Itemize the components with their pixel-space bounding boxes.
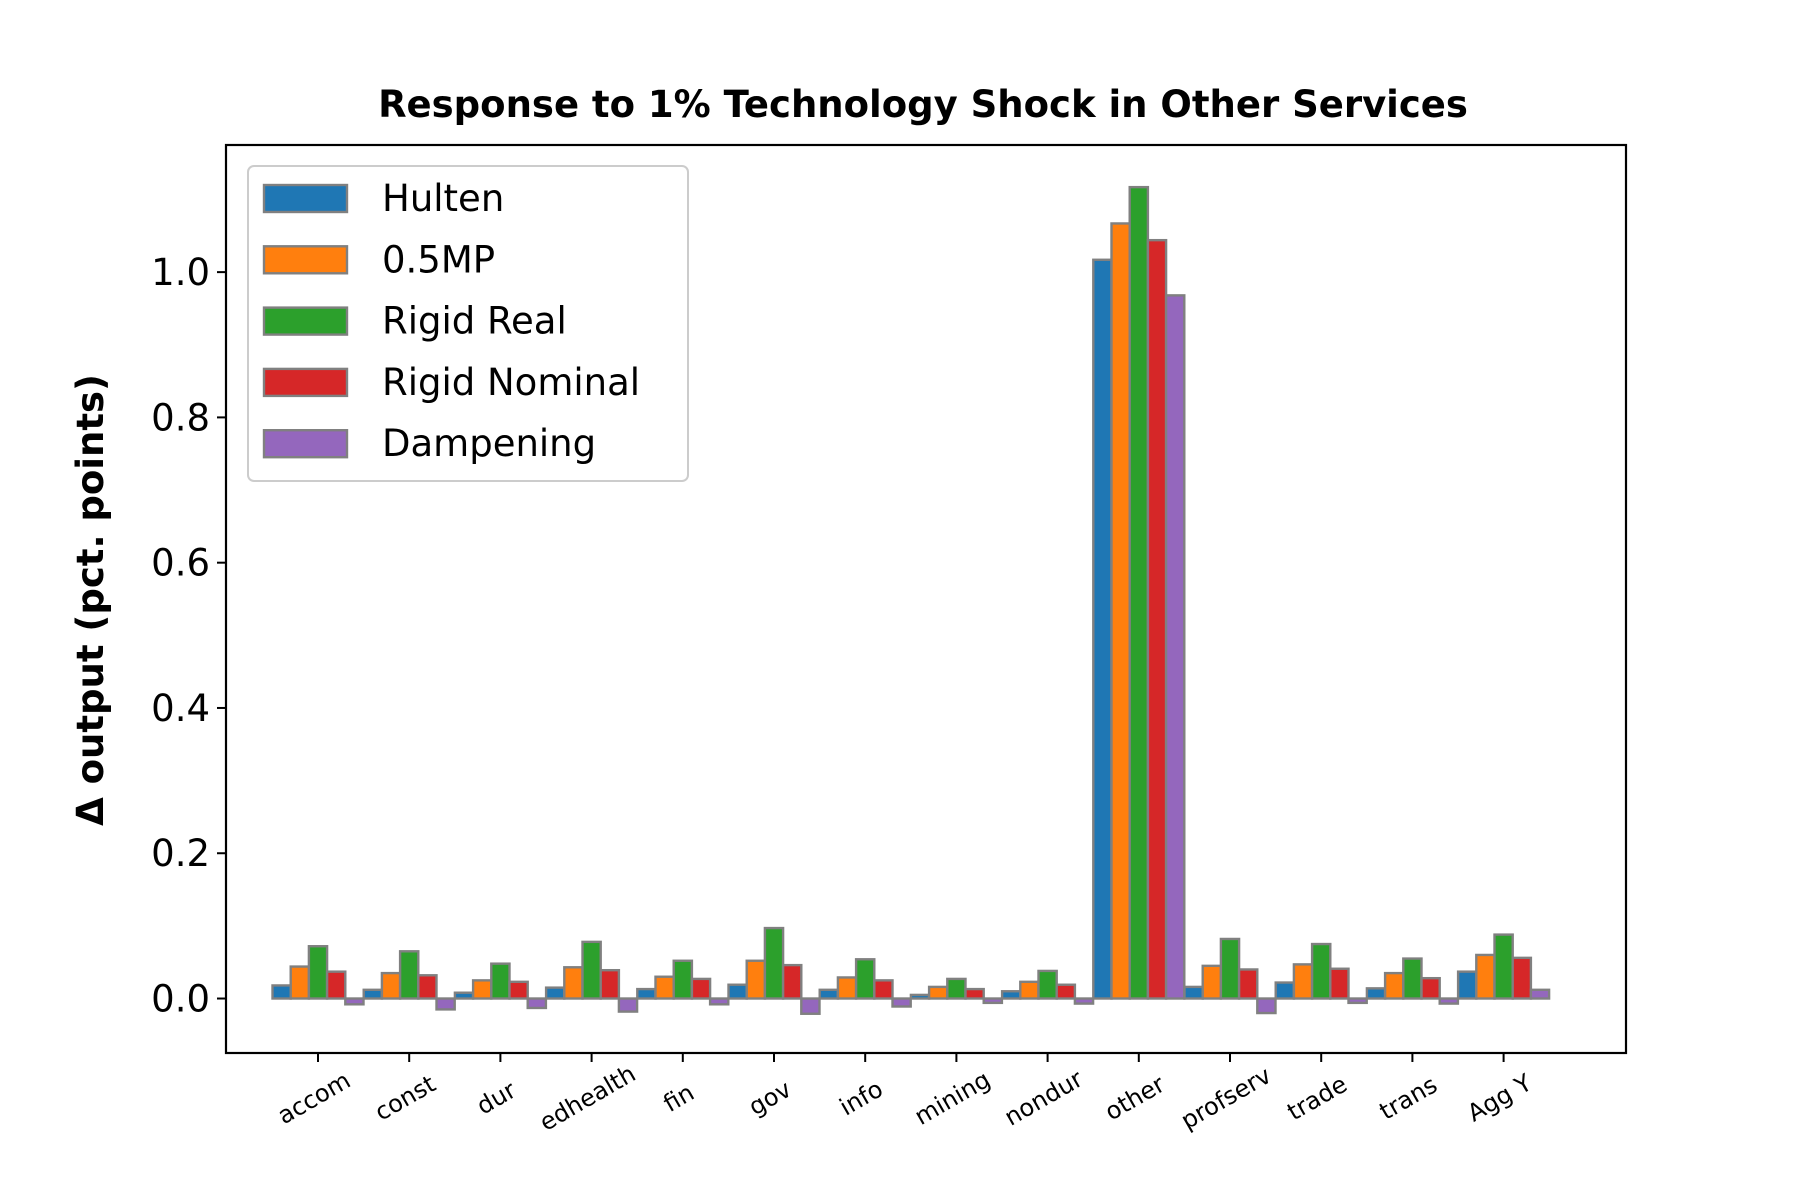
bar-0-5mp-accom (289, 965, 311, 1000)
bar-0-5mp-nondur (1019, 980, 1040, 1000)
bar-rigid-nominal-accom (325, 970, 347, 1000)
bar-rigid-real-profserv (1219, 937, 1241, 1000)
bar-rigid-nominal-agg-y (1511, 956, 1533, 1000)
bar-hulten-edhealth (544, 986, 566, 1000)
bar-hulten-fin (636, 987, 657, 1000)
bar-hulten-other (1092, 258, 1113, 1000)
bar-rigid-real-trans (1402, 957, 1423, 1000)
bar-0-5mp-mining (927, 985, 949, 1000)
bar-rigid-real-trade (1310, 942, 1332, 1000)
bar-dampening-fin (708, 997, 730, 1006)
bar-rigid-nominal-dur (508, 980, 529, 1000)
bar-0-5mp-profserv (1201, 964, 1223, 1000)
bar-rigid-real-dur (490, 962, 511, 1000)
bar-0-5mp-other (1110, 222, 1131, 1000)
bar-rigid-real-other (1128, 185, 1150, 1000)
bar-0-5mp-gov (745, 959, 767, 1000)
bar-dampening-edhealth (617, 997, 639, 1013)
bar-rigid-nominal-info (873, 979, 894, 1000)
bar-0-5mp-const (380, 971, 402, 1000)
legend-label-dampening: Dampening (382, 422, 596, 465)
bar-rigid-real-agg-y (1493, 933, 1514, 1000)
y-tick-label: 0.0 (151, 978, 210, 1021)
bar-hulten-nondur (1000, 990, 1022, 1000)
y-axis-label: Δ output (pct. points) (69, 374, 112, 826)
legend-swatch-hulten (262, 183, 349, 214)
bar-0-5mp-agg-y (1475, 953, 1496, 1000)
bar-0-5mp-fin (654, 975, 675, 1000)
bar-rigid-nominal-nondur (1055, 983, 1077, 1000)
bar-0-5mp-info (836, 976, 858, 1000)
bar-rigid-real-const (398, 950, 420, 1000)
bar-rigid-real-info (854, 958, 876, 1000)
bar-rigid-nominal-fin (690, 977, 712, 1000)
bar-rigid-real-nondur (1037, 969, 1058, 1000)
bar-rigid-real-gov (763, 926, 785, 1000)
bar-dampening-dur (526, 997, 548, 1010)
bar-0-5mp-dur (471, 979, 493, 1000)
bar-0-5mp-trade (1292, 963, 1314, 1000)
bar-rigid-nominal-gov (781, 963, 803, 1000)
bar-rigid-nominal-trade (1329, 967, 1350, 1000)
bar-rigid-nominal-const (417, 974, 438, 1000)
bar-dampening-profserv (1256, 997, 1277, 1015)
axes-frame (224, 143, 1628, 1055)
legend-box (247, 165, 689, 482)
y-tick-label: 0.2 (151, 832, 210, 875)
bar-rigid-nominal-edhealth (599, 968, 621, 1000)
legend-swatch-dampening (262, 429, 349, 459)
bar-0-5mp-trans (1383, 971, 1405, 1000)
bar-hulten-dur (453, 991, 475, 1000)
chart-title: Response to 1% Technology Shock in Other… (378, 83, 1468, 126)
bar-rigid-nominal-profserv (1237, 968, 1259, 1000)
bar-hulten-info (818, 988, 840, 1000)
bar-hulten-agg-y (1456, 970, 1478, 1000)
bar-rigid-nominal-other (1146, 238, 1168, 1000)
bar-dampening-mining (982, 997, 1004, 1005)
legend: Hulten 0.5MP Rigid Real Rigid Nominal Dampen… (247, 165, 689, 482)
bar-hulten-accom (271, 984, 292, 1000)
bar-rigid-nominal-trans (1420, 976, 1441, 1000)
bar-rigid-real-edhealth (581, 940, 602, 1000)
bar-rigid-real-accom (307, 945, 329, 1000)
bar-rigid-real-fin (672, 959, 694, 1000)
bar-dampening-accom (344, 997, 365, 1006)
bar-dampening-trade (1347, 997, 1368, 1005)
bar-hulten-trans (1365, 987, 1387, 1000)
y-tick-label: 0.4 (151, 687, 210, 730)
legend-label-rigid-nominal: Rigid Nominal (382, 361, 640, 404)
bar-dampening-trans (1438, 997, 1460, 1005)
bar-dampening-nondur (1073, 997, 1095, 1005)
bar-hulten-trade (1274, 981, 1296, 1000)
legend-label-rigid-real: Rigid Real (382, 300, 567, 343)
legend-label-0-5mp: 0.5MP (382, 238, 495, 281)
bar-0-5mp-edhealth (563, 966, 584, 1000)
bar-rigid-nominal-mining (964, 987, 985, 1000)
bar-hulten-profserv (1183, 985, 1204, 1000)
y-tick-label: 0.6 (151, 542, 210, 585)
bar-dampening-const (435, 997, 456, 1011)
bar-hulten-const (362, 988, 384, 1000)
bar-dampening-info (891, 997, 912, 1008)
bar-hulten-gov (727, 983, 748, 1000)
bar-dampening-other (1164, 294, 1186, 1000)
y-tick-label: 1.0 (151, 251, 210, 294)
legend-swatch-rigid-real (262, 306, 349, 336)
legend-swatch-rigid-nominal (262, 367, 349, 398)
bar-dampening-agg-y (1529, 988, 1551, 1000)
bar-rigid-real-mining (946, 977, 967, 1000)
y-tick-label: 0.8 (151, 396, 210, 439)
legend-label-hulten: Hulten (382, 177, 504, 220)
bar-hulten-mining (909, 993, 931, 1000)
legend-swatch-0-5mp (262, 245, 349, 275)
bar-dampening-gov (800, 997, 821, 1015)
